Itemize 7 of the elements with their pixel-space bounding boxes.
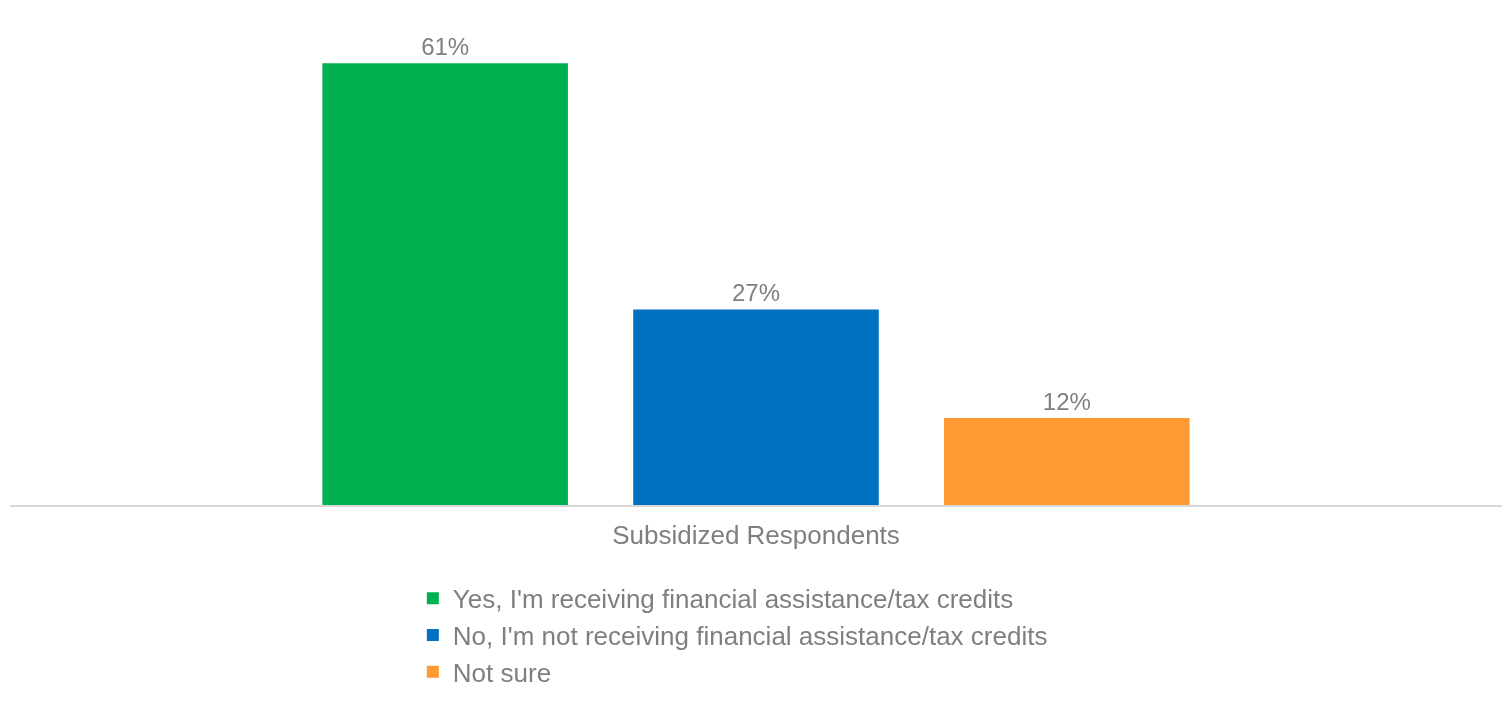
legend-label: Not sure <box>452 657 552 688</box>
data-label: 27% <box>731 279 781 307</box>
x-axis-title: Subsidized Respondents <box>612 520 900 551</box>
legend-label: Yes, I'm receiving financial assistance/tax credits <box>452 584 1014 615</box>
data-label: 61% <box>421 33 470 61</box>
legend-label: No, I'm not receiving financial assistance/tax credits <box>452 621 1048 652</box>
data-label: 12% <box>1042 388 1091 416</box>
